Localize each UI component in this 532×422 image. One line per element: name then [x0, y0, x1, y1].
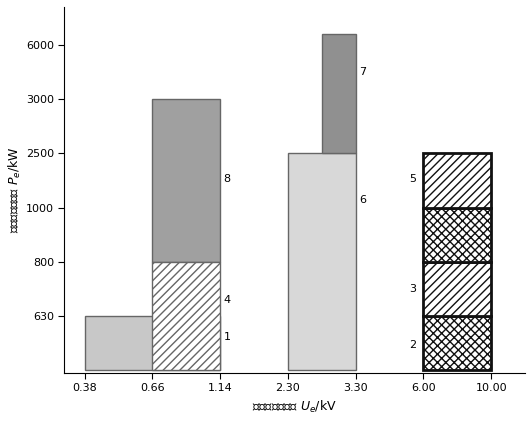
- Bar: [153, 262, 220, 370]
- X-axis label: 电动机额定电压 $U_e$/kV: 电动机额定电压 $U_e$/kV: [252, 399, 337, 415]
- Text: 6: 6: [359, 195, 366, 206]
- Text: 1: 1: [223, 332, 230, 342]
- Bar: [423, 153, 491, 208]
- Text: 7: 7: [359, 67, 366, 77]
- Bar: [423, 262, 491, 316]
- Bar: [423, 316, 491, 370]
- Bar: [423, 208, 491, 262]
- Bar: [153, 99, 220, 262]
- Y-axis label: 电动机额定功率 $P_e$/kW: 电动机额定功率 $P_e$/kW: [7, 146, 23, 233]
- Text: 3: 3: [410, 284, 417, 294]
- Bar: [322, 34, 356, 153]
- Text: 8: 8: [223, 174, 231, 184]
- Bar: [288, 153, 356, 370]
- Text: 2: 2: [410, 340, 417, 350]
- Text: 4: 4: [223, 295, 231, 305]
- Text: 5: 5: [410, 174, 417, 184]
- Bar: [85, 316, 220, 370]
